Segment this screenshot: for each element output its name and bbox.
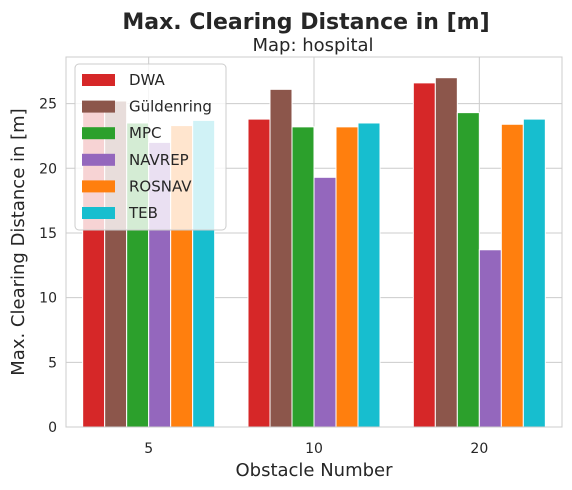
x-axis-label: Obstacle Number [235, 460, 393, 481]
y-tick-label: 25 [39, 97, 57, 113]
legend-swatch [82, 74, 115, 86]
legend-label: NAVREP [129, 151, 189, 169]
legend-label: DWA [129, 71, 166, 89]
bar-g-ldenring-20 [434, 77, 458, 428]
bar-teb-10 [357, 122, 381, 428]
bar-dwa-10 [247, 118, 271, 428]
legend-label: TEB [128, 204, 158, 222]
y-tick-label: 5 [48, 355, 57, 371]
y-tick-labels: 0 5 10 15 20 25 [39, 97, 57, 436]
y-tick-label: 10 [39, 291, 57, 307]
bar-rosnav-10 [335, 126, 359, 428]
legend-swatch [82, 207, 115, 219]
y-tick-label: 15 [39, 226, 57, 242]
legend-label: MPC [129, 124, 161, 142]
x-tick-label: 10 [305, 441, 323, 457]
chart-subtitle: Map: hospital [252, 35, 373, 56]
legend-swatch [82, 100, 115, 113]
x-tick-labels: 5 10 20 [144, 441, 488, 457]
y-tick-label: 0 [48, 420, 57, 436]
bar-navrep-10 [313, 176, 337, 428]
bar-rosnav-20 [500, 123, 524, 428]
bar-mpc-10 [291, 126, 315, 428]
chart-title: Max. Clearing Distance in [m] [122, 10, 489, 35]
x-tick-label: 5 [144, 441, 153, 457]
bar-g-ldenring-10 [269, 88, 293, 428]
y-axis-label: Max. Clearing Distance in [m] [8, 108, 29, 375]
legend-swatch [82, 180, 115, 193]
bar-teb-20 [522, 118, 546, 428]
legend-swatch [82, 127, 115, 140]
bar-mpc-20 [456, 112, 480, 428]
x-tick-label: 20 [470, 441, 488, 457]
plot-frame [65, 56, 563, 428]
bar-dwa-20 [412, 82, 436, 428]
legend-label: ROSNAV [129, 177, 192, 195]
y-tick-label: 20 [39, 161, 57, 177]
bar-navrep-20 [478, 249, 502, 428]
legend-label: Güldenring [129, 98, 212, 116]
legend-swatch [82, 153, 115, 166]
legend: DWA Güldenring MPC NAVREP ROSNAV TEB [74, 63, 227, 231]
